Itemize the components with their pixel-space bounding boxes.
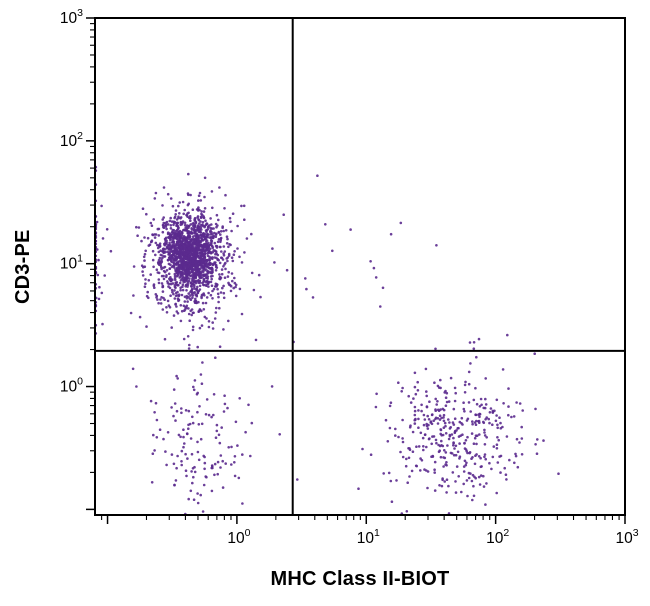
x-axis-label: MHC Class II-BIOT	[270, 568, 450, 590]
svg-text:103: 103	[60, 7, 83, 27]
svg-text:102: 102	[486, 527, 509, 547]
y-axis-label: CD3-PE	[12, 229, 34, 304]
svg-text:101: 101	[357, 527, 380, 547]
plot-frame	[94, 17, 626, 516]
svg-text:100: 100	[60, 376, 83, 396]
svg-text:100: 100	[227, 527, 250, 547]
svg-text:101: 101	[60, 253, 83, 273]
quadrant-gates	[95, 18, 625, 515]
scatter-points	[94, 165, 560, 516]
svg-text:102: 102	[60, 130, 83, 150]
svg-text:103: 103	[615, 527, 638, 547]
tick-labels: 100 101 102 103 100 101 102 103	[60, 7, 639, 547]
